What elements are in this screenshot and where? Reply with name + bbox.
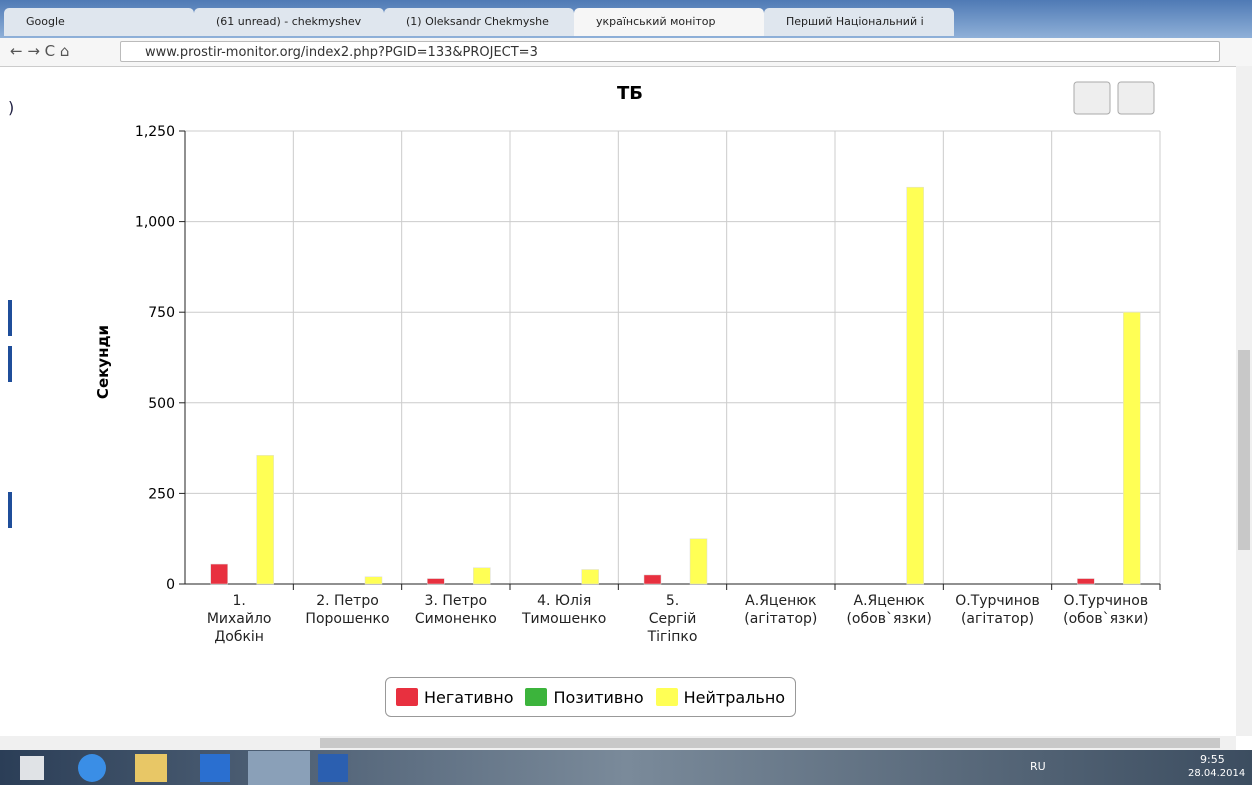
chart: ТБ Секунди 0 250 500 750 1,000 1,250	[94, 81, 1161, 593]
chrome-icon[interactable]	[248, 751, 310, 785]
clock-date[interactable]: 28.04.2014	[1188, 768, 1246, 779]
chart-title: ТБ	[617, 83, 643, 104]
bar	[427, 578, 445, 585]
tab[interactable]: український монітор	[574, 8, 764, 36]
language[interactable]: RU	[1030, 760, 1046, 773]
legend-swatch	[525, 688, 548, 706]
tab[interactable]: Google	[4, 8, 194, 36]
x-tick-label: 2. Петро Порошенко	[305, 593, 390, 627]
y-tick-label: 0	[166, 577, 175, 593]
media-icon[interactable]	[200, 754, 230, 782]
legend: Негативно Позитивно Нейтрально	[385, 677, 797, 717]
bar	[364, 576, 383, 585]
v-scrollbar[interactable]	[1236, 66, 1252, 736]
y-tick-label: 1,000	[135, 215, 175, 231]
bar	[473, 567, 491, 585]
bar	[1123, 311, 1141, 585]
explorer-icon[interactable]	[135, 754, 167, 782]
bar	[689, 538, 708, 585]
side-marker	[8, 346, 12, 382]
y-axis-title: Секунди	[94, 325, 112, 399]
taskbar: RU 9:55 28.04.2014	[0, 750, 1252, 785]
x-tick-label: 1. Михайло Добкін	[206, 593, 272, 645]
start-button[interactable]	[20, 756, 44, 780]
x-tick-label: О.Турчинов (обов`язки)	[1063, 593, 1149, 627]
bar	[906, 186, 924, 585]
print-button[interactable]	[1073, 81, 1111, 115]
x-tick-label: 4. Юлія Тимошенко	[521, 593, 607, 627]
bar	[256, 455, 274, 585]
side-marker	[8, 300, 12, 336]
download-button[interactable]	[1117, 81, 1155, 115]
legend-swatch	[396, 688, 418, 706]
bar	[210, 563, 228, 585]
x-tick-label: О.Турчинов (агітатор)	[955, 593, 1040, 627]
y-tick-label: 750	[148, 305, 175, 321]
ie-icon[interactable]	[78, 754, 106, 782]
tab[interactable]: (1) Oleksandr Chekmyshe	[384, 8, 574, 36]
y-tick-label: 500	[148, 396, 175, 412]
tab[interactable]: (61 unread) - chekmyshev	[194, 8, 384, 36]
h-scrollbar[interactable]	[0, 736, 1236, 750]
y-tick-label: 250	[148, 486, 175, 502]
legend-label[interactable]: Нейтрально	[683, 687, 786, 707]
bar	[1077, 578, 1095, 585]
x-tick-label: 5. Сергій Тігіпко	[647, 593, 698, 645]
tab[interactable]: Перший Національний і	[764, 8, 954, 36]
toolbar: ← → C ⌂ www.prostir-monitor.org/index2.p…	[0, 38, 1252, 67]
legend-label[interactable]: Негативно	[424, 687, 514, 707]
x-tick-label: А.Яценюк (обов`язки)	[846, 593, 932, 627]
x-tick-label: А.Яценюк (агітатор)	[744, 593, 818, 627]
y-tick-label: 1,250	[135, 124, 175, 140]
legend-swatch	[655, 688, 678, 706]
legend-label[interactable]: Позитивно	[553, 687, 644, 707]
word-icon[interactable]	[318, 754, 348, 782]
text-fragment: )	[8, 98, 15, 117]
nav-buttons[interactable]: ← → C ⌂	[10, 42, 70, 60]
bar	[643, 574, 662, 585]
side-marker	[8, 492, 12, 528]
clock-time[interactable]: 9:55	[1200, 753, 1225, 766]
x-tick-label: 3. Петро Симоненко	[414, 593, 497, 627]
address-bar[interactable]: www.prostir-monitor.org/index2.php?PGID=…	[120, 41, 1220, 62]
bar	[581, 569, 599, 585]
